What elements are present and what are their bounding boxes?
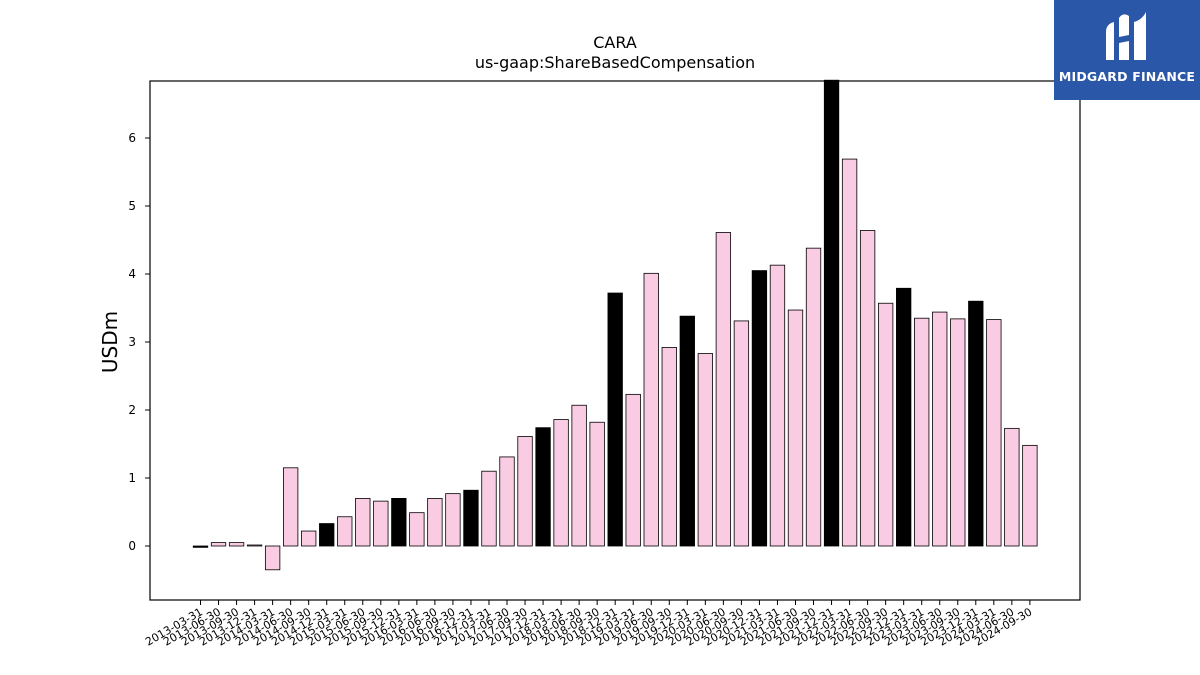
bar-2023-03-31 xyxy=(914,317,930,547)
y-tick-label: 4 xyxy=(128,267,136,281)
bar-2024-03-31 xyxy=(986,319,1002,547)
bar-2017-09-30 xyxy=(517,436,533,547)
bar-2016-06-30 xyxy=(427,497,443,547)
bar-2017-06-30 xyxy=(499,456,515,547)
bar-2022-06-30 xyxy=(859,230,876,547)
bar-2020-03-31 xyxy=(697,353,713,547)
bar-2024-09-30 xyxy=(1022,444,1038,547)
bars-group xyxy=(192,79,1038,571)
bar-2018-03-31 xyxy=(553,419,569,547)
bar-2018-06-30 xyxy=(571,404,587,547)
y-tick-label: 3 xyxy=(128,335,136,349)
bar-2015-06-30 xyxy=(355,497,371,547)
bar-2017-03-31 xyxy=(481,470,497,547)
bar-2013-03-31 xyxy=(192,545,209,548)
bar-2014-03-31 xyxy=(264,545,281,571)
y-tick-label: 0 xyxy=(128,539,136,553)
bar-2014-06-30 xyxy=(282,467,299,547)
bar-2016-03-31 xyxy=(409,512,425,547)
plot-frame xyxy=(149,80,1081,601)
bar-2016-12-31 xyxy=(463,489,479,547)
bar-2023-12-31 xyxy=(968,300,984,547)
brand-logo: MIDGARD FINANCE xyxy=(1054,0,1200,100)
bar-2018-09-30 xyxy=(589,421,605,547)
bar-2018-12-31 xyxy=(607,292,623,547)
bar-2013-12-31 xyxy=(246,544,263,547)
bar-2022-12-31 xyxy=(896,287,912,547)
x-axis-ticks: 2013-03-312013-06-302013-09-302013-12-31… xyxy=(143,600,1034,649)
bar-2013-09-30 xyxy=(228,542,245,547)
bar-2022-03-31 xyxy=(841,158,858,547)
bar-2024-06-30 xyxy=(1004,427,1020,547)
bar-2013-06-30 xyxy=(210,542,227,547)
bar-2019-12-31 xyxy=(679,315,695,547)
chart-subtitle: us-gaap:ShareBasedCompensation xyxy=(475,53,755,72)
bar-2021-09-30 xyxy=(805,247,822,547)
bar-2019-09-30 xyxy=(661,347,677,547)
bar-2019-03-31 xyxy=(625,393,641,547)
chart-title: CARA xyxy=(593,33,637,52)
bar-2021-06-30 xyxy=(787,309,804,547)
bar-2016-09-30 xyxy=(445,493,461,547)
y-tick-label: 5 xyxy=(128,199,136,213)
bar-2020-12-31 xyxy=(751,270,768,547)
bar-2015-09-30 xyxy=(373,500,389,547)
logo-text: MIDGARD FINANCE xyxy=(1058,69,1196,84)
y-tick-label: 2 xyxy=(128,403,136,417)
bar-2014-09-30 xyxy=(301,530,317,547)
bar-2020-09-30 xyxy=(733,320,750,547)
y-tick-label: 1 xyxy=(128,471,136,485)
y-axis-ticks: 0 1 2 3 4 5 6 xyxy=(128,131,150,553)
bar-2023-06-30 xyxy=(932,311,948,547)
bar-2021-03-31 xyxy=(769,264,786,547)
bar-2023-09-30 xyxy=(950,318,966,547)
y-axis-label: USDm xyxy=(98,311,122,373)
bar-2015-03-31 xyxy=(337,516,353,547)
bar-2014-12-31 xyxy=(319,523,335,547)
bar-2019-06-30 xyxy=(643,272,659,547)
bar-2017-12-31 xyxy=(535,427,551,547)
bar-2021-12-31 xyxy=(823,79,840,547)
bar-2020-06-30 xyxy=(715,232,732,547)
y-tick-label: 6 xyxy=(128,131,136,145)
midgard-logo-icon xyxy=(1106,12,1146,60)
bar-2022-09-30 xyxy=(877,302,894,547)
bar-2015-12-31 xyxy=(391,497,407,547)
